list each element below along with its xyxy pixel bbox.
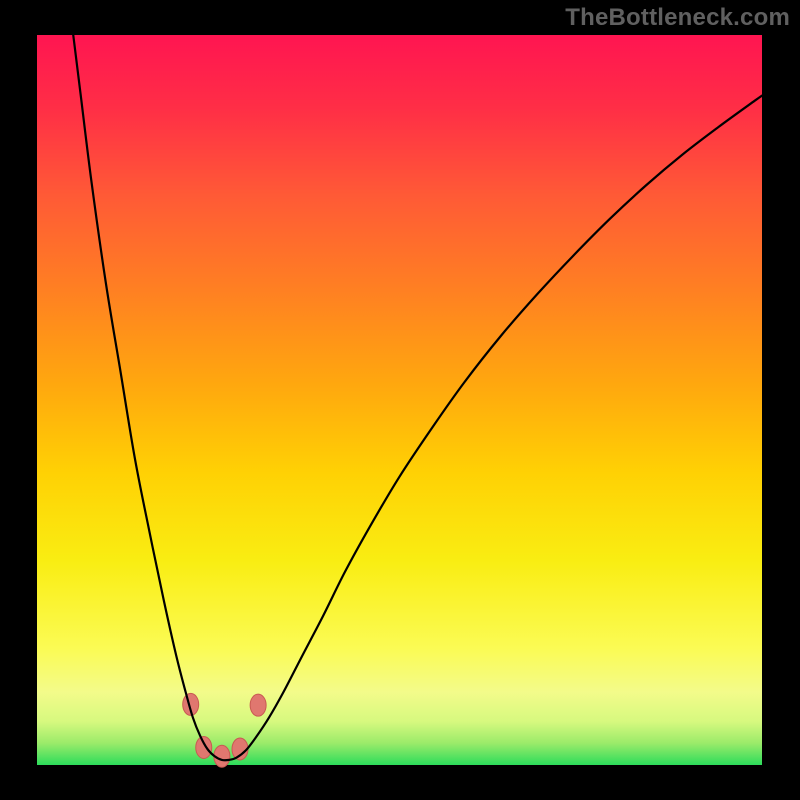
threshold-marker	[196, 736, 212, 758]
figure-root: TheBottleneck.com	[0, 0, 800, 800]
plot-area	[37, 35, 762, 765]
chart-svg-layer	[37, 35, 762, 765]
threshold-marker	[250, 694, 266, 716]
watermark-text: TheBottleneck.com	[565, 4, 790, 32]
bottleneck-curve	[73, 35, 762, 760]
